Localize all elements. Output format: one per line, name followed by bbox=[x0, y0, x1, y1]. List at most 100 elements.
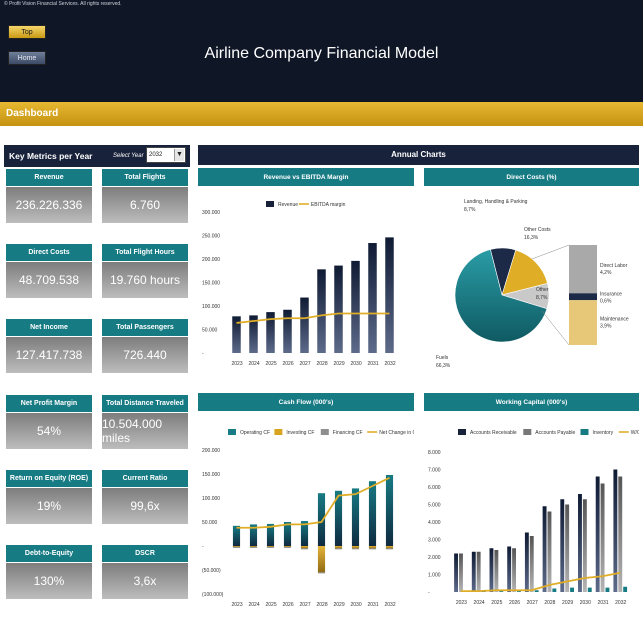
metric-label: Revenue bbox=[6, 169, 92, 186]
x-tick-label: 2026 bbox=[509, 600, 520, 606]
breakdown-percent: 3,9% bbox=[600, 324, 612, 330]
y-tick-label: 50.000 bbox=[202, 520, 218, 526]
legend-label: Net Change in Cash bbox=[379, 430, 414, 436]
breakdown-bar-segment bbox=[569, 300, 597, 345]
working-capital-bar bbox=[600, 483, 605, 592]
working-capital-bar bbox=[547, 511, 552, 592]
select-year-dropdown[interactable]: 2032 ▼ bbox=[146, 147, 186, 163]
metric-value: 10.504.000 miles bbox=[102, 413, 188, 449]
breakdown-percent: 4,2% bbox=[600, 270, 612, 276]
x-tick-label: 2031 bbox=[368, 361, 379, 367]
revenue-bar bbox=[334, 265, 343, 353]
cash-flow-bar bbox=[334, 490, 343, 546]
y-tick-label: 6.000 bbox=[428, 485, 441, 491]
legend-label: Inventory bbox=[593, 430, 614, 436]
pie-slice-label: Other Costs bbox=[524, 227, 551, 233]
y-tick-label: 250.000 bbox=[202, 234, 220, 240]
pie-slice-label: Other bbox=[536, 287, 549, 293]
revenue-bar bbox=[385, 237, 394, 353]
y-tick-label: 4.000 bbox=[428, 520, 441, 526]
cash-flow-bar bbox=[317, 493, 326, 546]
metric-value: 3,6x bbox=[102, 563, 188, 599]
cash-flow-bar bbox=[368, 481, 377, 546]
x-tick-label: 2027 bbox=[527, 600, 538, 606]
working-capital-bar bbox=[529, 536, 534, 592]
legend-swatch bbox=[266, 201, 274, 207]
legend-label: Operating CF bbox=[240, 430, 270, 436]
home-button[interactable]: Home bbox=[8, 51, 46, 65]
working-capital-bar bbox=[489, 548, 494, 592]
legend-label: Revenue bbox=[278, 202, 298, 208]
working-capital-bar bbox=[565, 504, 570, 592]
pie-slice-label: Landing, Handling & Parking bbox=[464, 199, 528, 205]
cash-flow-bar bbox=[232, 525, 241, 546]
dashboard-label: Dashboard bbox=[6, 108, 59, 119]
x-tick-label: 2029 bbox=[334, 361, 345, 367]
x-tick-label: 2023 bbox=[232, 602, 243, 608]
cash-flow-bar bbox=[334, 548, 343, 550]
y-tick-label: - bbox=[428, 590, 430, 596]
pie-slice-percent: 66,3% bbox=[436, 363, 451, 369]
revenue-bar bbox=[266, 312, 275, 353]
working-capital-bar bbox=[476, 551, 481, 592]
revenue-chart-title: Revenue vs EBITDA Margin bbox=[198, 168, 414, 186]
metric-value: 236.226.336 bbox=[6, 187, 92, 223]
app-title: Airline Company Financial Model bbox=[204, 45, 439, 62]
working-capital-bar bbox=[459, 553, 463, 592]
working-capital-bar bbox=[618, 476, 623, 592]
y-tick-label: (50.000) bbox=[202, 568, 221, 574]
working-capital-bar bbox=[454, 553, 459, 592]
y-tick-label: 150.000 bbox=[202, 472, 220, 478]
cash-flow-bar bbox=[351, 488, 360, 546]
working-capital-bar bbox=[524, 532, 529, 592]
revenue-ebitda-chart: 300.000 250.000 200.000 150.000 100.000 50.00… bbox=[202, 201, 396, 367]
cash-flow-bar bbox=[317, 572, 326, 574]
legend-label: W/C bbox=[631, 430, 639, 436]
ebitda-margin-line bbox=[236, 312, 390, 324]
working-capital-bar bbox=[534, 590, 539, 592]
metric-label: DSCR bbox=[102, 545, 188, 562]
working-capital-bar bbox=[499, 591, 504, 592]
working-capital-bar bbox=[570, 587, 575, 592]
wc-line bbox=[460, 571, 621, 593]
y-tick-label: - bbox=[202, 351, 204, 357]
top-button[interactable]: Top bbox=[8, 25, 46, 39]
working-capital-bar bbox=[507, 546, 512, 592]
metric-value: 130% bbox=[6, 563, 92, 599]
revenue-bar bbox=[249, 315, 258, 353]
metric-label: Return on Equity (ROE) bbox=[6, 470, 92, 487]
x-tick-label: 2032 bbox=[385, 361, 396, 367]
y-tick-label: 100.000 bbox=[202, 496, 220, 502]
connector-line bbox=[531, 244, 570, 260]
working-capital-bar bbox=[613, 469, 618, 592]
metric-value: 19% bbox=[6, 488, 92, 524]
legend-label: Accounts Payable bbox=[535, 430, 575, 436]
revenue-bar bbox=[368, 243, 377, 353]
working-capital-bar bbox=[560, 499, 565, 592]
cash-flow-bar bbox=[266, 546, 275, 548]
working-capital-bar bbox=[512, 548, 517, 592]
legend-label: EBITDA margin bbox=[311, 202, 346, 208]
x-tick-label: 2026 bbox=[283, 361, 294, 367]
breakdown-bar-segment bbox=[569, 245, 597, 294]
x-tick-label: 2028 bbox=[317, 361, 328, 367]
legend-swatch bbox=[458, 429, 466, 435]
chevron-down-icon[interactable]: ▼ bbox=[174, 149, 184, 161]
cash-flow-bar bbox=[283, 546, 292, 547]
legend-label: Investing CF bbox=[286, 430, 314, 436]
x-tick-label: 2027 bbox=[300, 361, 311, 367]
breakdown-label: Maintenance bbox=[600, 317, 629, 323]
working-capital-bar bbox=[552, 588, 557, 592]
cash-flow-bar bbox=[300, 548, 309, 550]
y-tick-label: 300.000 bbox=[202, 210, 220, 216]
x-tick-label: 2031 bbox=[597, 600, 608, 606]
x-tick-label: 2029 bbox=[562, 600, 573, 606]
legend-swatch bbox=[523, 429, 532, 435]
cash-flow-bar bbox=[317, 546, 326, 573]
pie-slice-label: Fuels bbox=[436, 355, 449, 361]
metric-label: Current Ratio bbox=[102, 470, 188, 487]
working-capital-bar bbox=[587, 587, 592, 592]
pie-slice-percent: 16,3% bbox=[524, 235, 539, 241]
working-capital-bar bbox=[471, 551, 476, 592]
working-capital-bar bbox=[595, 476, 600, 592]
